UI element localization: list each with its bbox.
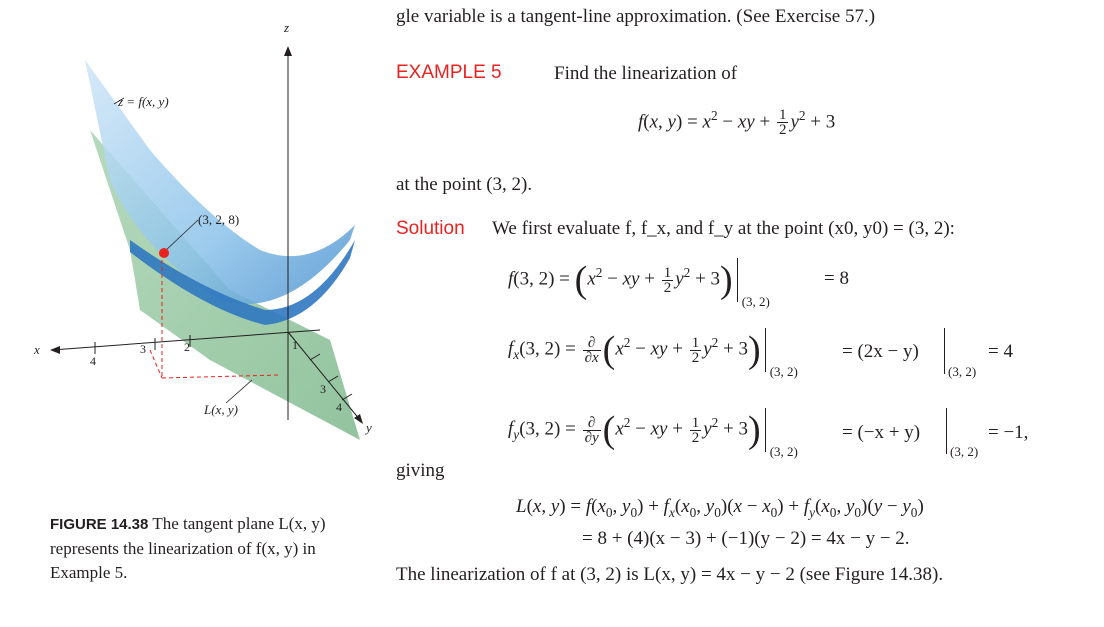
eval-fx: fx(3, 2) = ∂ ∂x (x2 − xy + 1 2 y2 + 3) (3, 2)	[508, 328, 798, 379]
solution-text: We first evaluate f, f_x, and f_y at the…	[492, 218, 955, 239]
tick-label-y1: 1	[292, 338, 298, 352]
tangency-point	[159, 248, 169, 258]
eval-point: (3, 2)	[769, 444, 798, 459]
dash-x	[149, 349, 163, 379]
x-axis-label: x	[34, 342, 40, 357]
y-tick	[341, 393, 353, 401]
surface-label: z = f(x, y)	[118, 94, 169, 109]
point-leader	[163, 219, 199, 253]
tick-label-x3: 3	[140, 342, 146, 356]
eval-f: f(3, 2) = (x2 − xy + 1 2 y2 + 3) (3, 2)	[508, 258, 770, 309]
eval-f-result: = 8	[824, 268, 849, 289]
figure-14-38: z x y z = f(x, y) (3, 2, 8) L(x, y) 4 3 …	[30, 20, 372, 490]
example-label: EXAMPLE 5	[396, 62, 502, 83]
at-point: at the point (3, 2).	[396, 174, 533, 195]
plane-label: L(x, y)	[204, 402, 238, 417]
plane-leader	[225, 379, 253, 404]
y-tick	[309, 353, 321, 361]
linearization-line1: L(x, y) = f(x0, y0) + fx(x0, y0)(x − x0)…	[516, 496, 924, 520]
tick-label-x4: 4	[90, 354, 96, 368]
y-axis-label: y	[366, 420, 372, 435]
eval-point: (3, 2)	[950, 444, 979, 459]
eval-fy-mid: = (−x + y)	[842, 422, 921, 443]
example-prompt: Find the linearization of	[554, 63, 738, 84]
surface-edge	[130, 240, 355, 325]
eval-fx-bar	[944, 328, 946, 374]
tick-label-y4: 4	[336, 400, 342, 414]
dash-base	[161, 374, 281, 379]
eval-point: (3, 2)	[769, 364, 798, 379]
point-label: (3, 2, 8)	[198, 212, 240, 227]
tick-label-y3: 3	[320, 382, 326, 396]
eval-fy-bar	[946, 408, 948, 454]
x-axis	[51, 329, 321, 351]
caption-text: The tangent plane L(x, y) represents the…	[50, 514, 326, 582]
z-axis-arrow	[284, 46, 292, 56]
solution-label: Solution	[396, 218, 465, 239]
y-tick	[327, 375, 339, 383]
surface-plot	[50, 46, 363, 440]
intro-line: gle variable is a tangent-line approxima…	[396, 6, 876, 27]
surface-fx	[85, 60, 355, 304]
figure-caption: FIGURE 14.38 The tangent plane L(x, y) r…	[50, 512, 340, 585]
x-axis-arrow	[50, 346, 60, 354]
giving: giving	[396, 460, 445, 481]
conclusion: The linearization of f at (3, 2) is L(x,…	[396, 564, 944, 585]
eval-point: (3, 2)	[948, 364, 977, 379]
eval-fx-result: = 4	[988, 341, 1013, 362]
eval-fy-result: = −1,	[988, 422, 1029, 443]
y-axis	[287, 331, 361, 421]
tick-label-x2: 2	[184, 340, 190, 354]
linearization-line2: = 8 + (4)(x − 3) + (−1)(y − 2) = 4x − y …	[582, 528, 910, 549]
eval-fy: fy(3, 2) = ∂ ∂y (x2 − xy + 1 2 y2 + 3) (3, 2)	[508, 408, 798, 459]
function-definition: f(x, y) = x2 − xy + 1 2 y2 + 3	[638, 107, 836, 139]
y-axis-arrow	[354, 414, 363, 424]
eval-point: (3, 2)	[741, 294, 770, 309]
caption-label: FIGURE 14.38	[50, 516, 149, 533]
z-axis-label: z	[284, 20, 290, 35]
surface-leader	[113, 97, 125, 105]
eval-fx-mid: = (2x − y)	[842, 341, 919, 362]
